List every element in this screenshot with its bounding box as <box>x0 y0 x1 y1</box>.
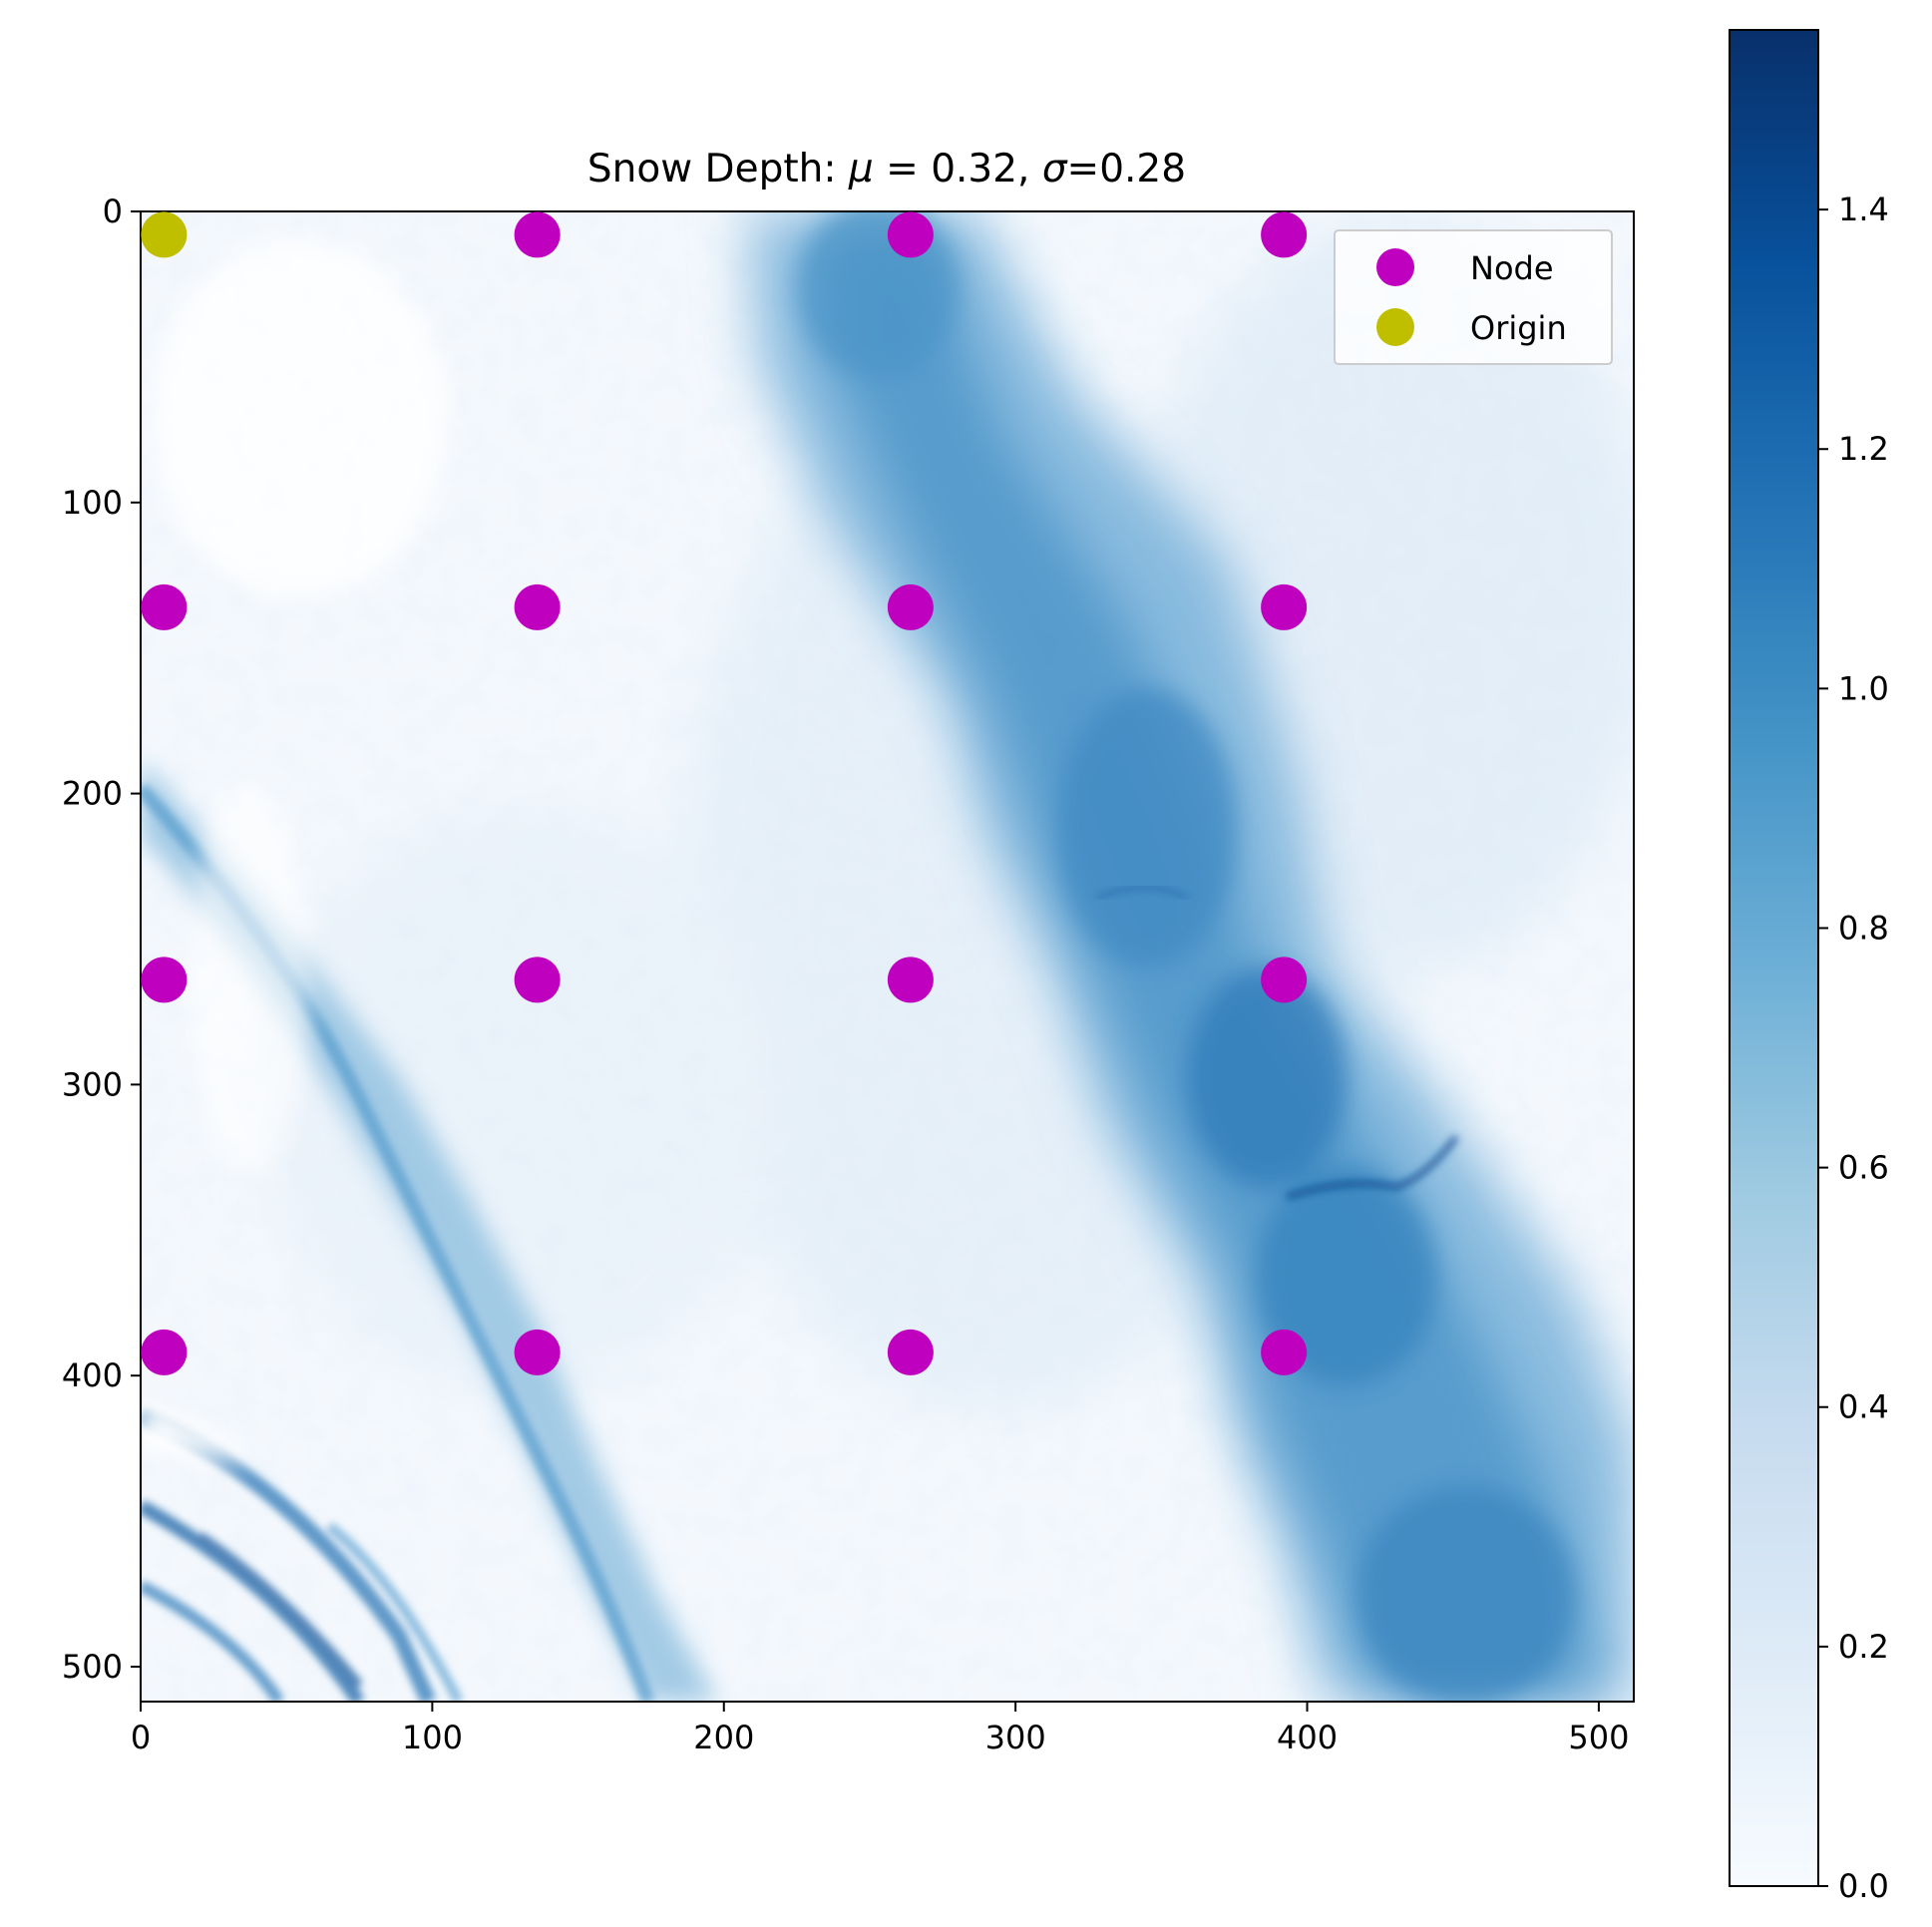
x-tick-label: 300 <box>985 1719 1046 1756</box>
node-marker <box>887 1329 934 1375</box>
node-marker <box>141 957 188 1003</box>
x-tick-label: 500 <box>1568 1719 1629 1756</box>
legend-marker-node <box>1376 248 1414 286</box>
node-marker <box>514 211 561 258</box>
node-marker <box>141 583 188 630</box>
node-marker <box>514 583 561 630</box>
legend: Node Origin <box>1334 229 1613 365</box>
node-marker <box>1261 1329 1308 1375</box>
node-marker <box>887 957 934 1003</box>
node-marker <box>514 957 561 1003</box>
y-tick-label: 100 <box>62 484 123 522</box>
colorbar-tick-label: 0.2 <box>1838 1628 1889 1666</box>
x-tick-label: 200 <box>693 1719 754 1756</box>
node-marker <box>1261 957 1308 1003</box>
legend-marker-origin <box>1376 308 1414 346</box>
y-tick-label: 300 <box>62 1065 123 1103</box>
colorbar-tick-label: 0.8 <box>1838 909 1889 947</box>
node-marker <box>1261 211 1308 258</box>
colorbar-tick-label: 0.6 <box>1838 1149 1889 1187</box>
scatter-markers <box>141 211 1308 1375</box>
node-marker <box>514 1329 561 1375</box>
colorbar-tick-label: 1.0 <box>1838 669 1889 707</box>
y-tick-label: 500 <box>62 1648 123 1686</box>
x-tick-label: 400 <box>1277 1719 1338 1756</box>
y-tick-label: 400 <box>62 1356 123 1394</box>
colorbar-tick-label: 0.4 <box>1838 1388 1889 1426</box>
colorbar: 0.0 0.2 0.4 0.6 0.8 1.0 1.2 1.4 <box>1729 29 1889 1905</box>
node-marker <box>887 211 934 258</box>
y-tick-label: 0 <box>103 193 123 230</box>
legend-label-node: Node <box>1470 249 1554 287</box>
origin-marker <box>141 211 188 258</box>
chart-title: Snow Depth: μ = 0.32, σ=0.28 <box>587 147 1186 192</box>
legend-label-origin: Origin <box>1470 309 1567 347</box>
colorbar-tick-label: 0.0 <box>1838 1867 1889 1905</box>
colorbar-ticks: 0.0 0.2 0.4 0.6 0.8 1.0 1.2 1.4 <box>1818 191 1889 1905</box>
colorbar-tick-label: 1.2 <box>1838 430 1889 468</box>
heatmap-image <box>141 211 1634 1702</box>
y-tick-label: 200 <box>62 775 123 813</box>
x-tick-label: 100 <box>402 1719 463 1756</box>
node-marker <box>887 583 934 630</box>
node-marker <box>1261 583 1308 630</box>
x-axis-ticks: 0 100 200 300 400 500 <box>131 1702 1629 1756</box>
x-tick-label: 0 <box>131 1719 151 1756</box>
y-axis-ticks: 0 100 200 300 400 500 <box>62 193 141 1686</box>
colorbar-tick-label: 1.4 <box>1838 191 1889 228</box>
node-marker <box>141 1329 188 1375</box>
plot-area-frame <box>140 210 1635 1703</box>
colorbar-gradient <box>1729 29 1819 1887</box>
